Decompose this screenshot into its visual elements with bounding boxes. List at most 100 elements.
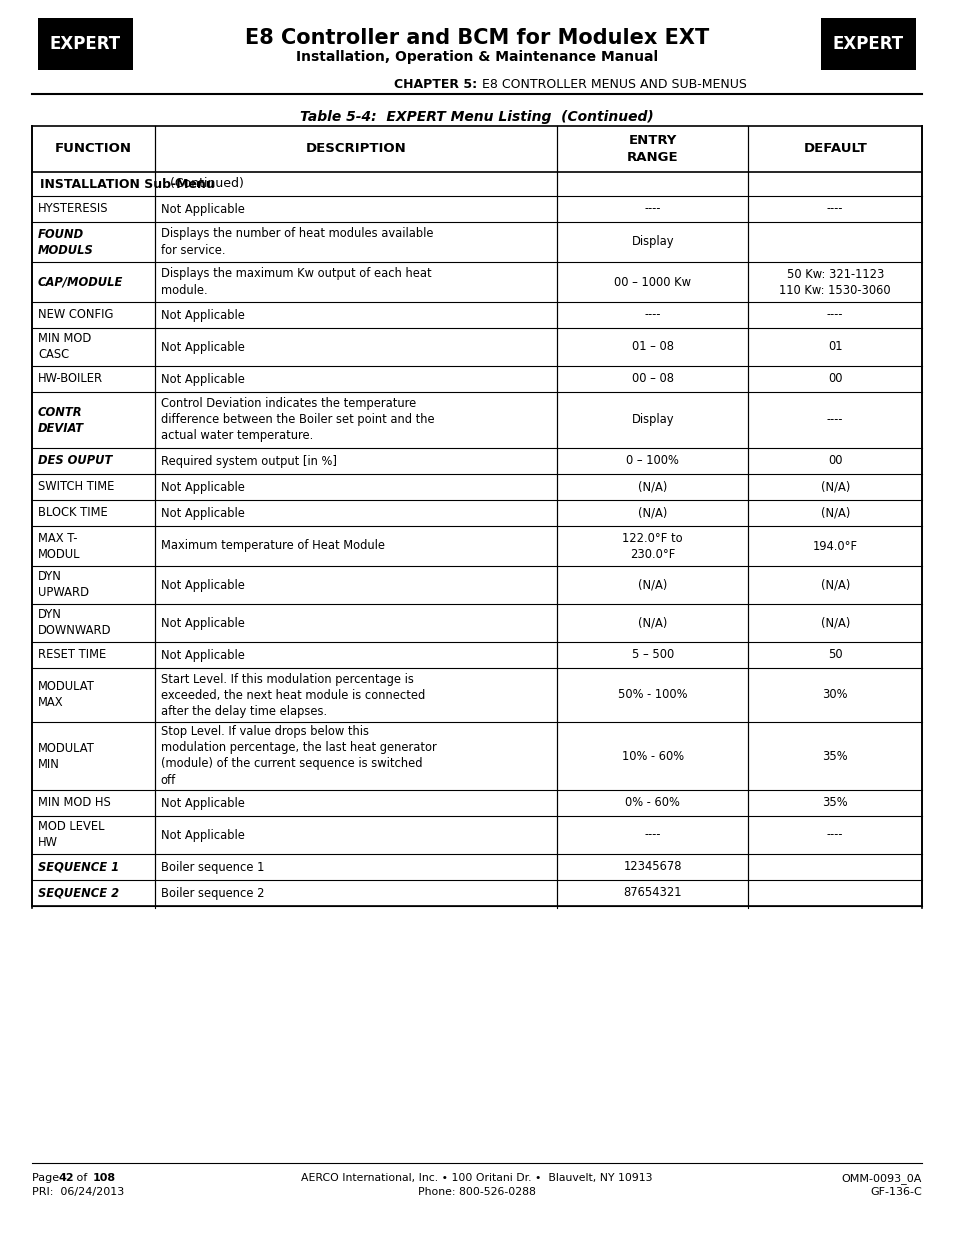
Bar: [38, 19, 132, 70]
Text: (Continued): (Continued): [162, 178, 243, 190]
Text: HYSTERESIS: HYSTERESIS: [38, 203, 109, 215]
Text: of: of: [73, 1173, 91, 1183]
Text: 01 – 08: 01 – 08: [631, 341, 673, 353]
Text: 12345678: 12345678: [623, 861, 681, 873]
Text: Stop Level. If value drops below this
modulation percentage, the last heat gener: Stop Level. If value drops below this mo…: [161, 725, 436, 787]
Text: Start Level. If this modulation percentage is
exceeded, the next heat module is : Start Level. If this modulation percenta…: [161, 673, 425, 718]
Text: Boiler sequence 2: Boiler sequence 2: [161, 887, 264, 899]
Text: NEW CONFIG: NEW CONFIG: [38, 309, 113, 321]
Text: 00 – 1000 Kw: 00 – 1000 Kw: [614, 275, 691, 289]
Text: 50: 50: [827, 648, 841, 662]
Text: HW-BOILER: HW-BOILER: [38, 373, 103, 385]
Text: (N/A): (N/A): [820, 616, 849, 630]
Text: MODULAT
MAX: MODULAT MAX: [38, 680, 94, 709]
Text: ----: ----: [644, 829, 660, 841]
Text: Required system output [in %]: Required system output [in %]: [161, 454, 336, 468]
Text: CHAPTER 5:: CHAPTER 5:: [394, 78, 476, 90]
Text: ----: ----: [644, 309, 660, 321]
Text: MOD LEVEL
HW: MOD LEVEL HW: [38, 820, 105, 850]
Text: 10% - 60%: 10% - 60%: [621, 750, 683, 762]
Text: CONTR
DEVIAT: CONTR DEVIAT: [38, 405, 84, 435]
Text: Not Applicable: Not Applicable: [161, 797, 244, 809]
Text: Not Applicable: Not Applicable: [161, 506, 244, 520]
Text: (N/A): (N/A): [638, 506, 667, 520]
Text: AERCO International, Inc. • 100 Oritani Dr. •  Blauvelt, NY 10913: AERCO International, Inc. • 100 Oritani …: [301, 1173, 652, 1183]
Text: 122.0°F to
230.0°F: 122.0°F to 230.0°F: [621, 531, 682, 561]
Text: 01: 01: [827, 341, 841, 353]
Text: E8 CONTROLLER MENUS AND SUB-MENUS: E8 CONTROLLER MENUS AND SUB-MENUS: [477, 78, 746, 90]
Text: GF-136-C: GF-136-C: [869, 1187, 921, 1197]
Text: 0% - 60%: 0% - 60%: [624, 797, 679, 809]
Text: 00: 00: [827, 373, 841, 385]
Text: FUNCTION: FUNCTION: [55, 142, 132, 156]
Text: Not Applicable: Not Applicable: [161, 373, 244, 385]
Text: 42: 42: [59, 1173, 74, 1183]
Text: MIN MOD HS: MIN MOD HS: [38, 797, 111, 809]
Text: Not Applicable: Not Applicable: [161, 309, 244, 321]
Text: Phone: 800-526-0288: Phone: 800-526-0288: [417, 1187, 536, 1197]
Text: DYN
DOWNWARD: DYN DOWNWARD: [38, 609, 112, 637]
Text: ----: ----: [644, 203, 660, 215]
Text: MODULAT
MIN: MODULAT MIN: [38, 741, 94, 771]
Text: 00 – 08: 00 – 08: [631, 373, 673, 385]
Text: MAX T-
MODUL: MAX T- MODUL: [38, 531, 80, 561]
Text: Not Applicable: Not Applicable: [161, 480, 244, 494]
Text: 194.0°F: 194.0°F: [812, 540, 857, 552]
Text: 35%: 35%: [821, 750, 847, 762]
Text: OMM-0093_0A: OMM-0093_0A: [841, 1173, 921, 1184]
Text: Display: Display: [631, 414, 674, 426]
Text: 50 Kw: 321-1123
110 Kw: 1530-3060: 50 Kw: 321-1123 110 Kw: 1530-3060: [779, 268, 890, 296]
Text: 108: 108: [92, 1173, 116, 1183]
Text: Not Applicable: Not Applicable: [161, 616, 244, 630]
Text: Displays the number of heat modules available
for service.: Displays the number of heat modules avai…: [161, 227, 433, 257]
Text: BLOCK TIME: BLOCK TIME: [38, 506, 108, 520]
Text: ----: ----: [826, 203, 842, 215]
Text: EXPERT: EXPERT: [832, 35, 903, 53]
Text: 87654321: 87654321: [623, 887, 681, 899]
Text: PRI:  06/24/2013: PRI: 06/24/2013: [32, 1187, 124, 1197]
Text: Page: Page: [32, 1173, 63, 1183]
Text: 30%: 30%: [821, 688, 847, 701]
Text: (N/A): (N/A): [820, 480, 849, 494]
Text: 00: 00: [827, 454, 841, 468]
Text: RESET TIME: RESET TIME: [38, 648, 106, 662]
Text: ENTRY
RANGE: ENTRY RANGE: [626, 135, 678, 164]
Text: Not Applicable: Not Applicable: [161, 203, 244, 215]
Text: Displays the maximum Kw output of each heat
module.: Displays the maximum Kw output of each h…: [161, 268, 431, 296]
Text: SWITCH TIME: SWITCH TIME: [38, 480, 114, 494]
Text: FOUND
MODULS: FOUND MODULS: [38, 227, 93, 257]
Text: DES OUPUT: DES OUPUT: [38, 454, 112, 468]
Text: (N/A): (N/A): [638, 616, 667, 630]
Text: SEQUENCE 2: SEQUENCE 2: [38, 887, 119, 899]
Text: Display: Display: [631, 236, 674, 248]
Text: (N/A): (N/A): [820, 506, 849, 520]
Text: SEQUENCE 1: SEQUENCE 1: [38, 861, 119, 873]
Text: EXPERT: EXPERT: [50, 35, 121, 53]
Text: Table 5-4:  EXPERT Menu Listing  (Continued): Table 5-4: EXPERT Menu Listing (Continue…: [300, 110, 653, 124]
Text: DEFAULT: DEFAULT: [802, 142, 866, 156]
Text: 35%: 35%: [821, 797, 847, 809]
Text: CAP/MODULE: CAP/MODULE: [38, 275, 123, 289]
Text: MIN MOD
CASC: MIN MOD CASC: [38, 332, 91, 362]
Text: INSTALLATION Sub-Menu: INSTALLATION Sub-Menu: [40, 178, 214, 190]
Text: (N/A): (N/A): [638, 578, 667, 592]
Text: Control Deviation indicates the temperature
difference between the Boiler set po: Control Deviation indicates the temperat…: [161, 398, 434, 442]
Text: Installation, Operation & Maintenance Manual: Installation, Operation & Maintenance Ma…: [295, 49, 658, 64]
Text: (N/A): (N/A): [638, 480, 667, 494]
Text: 5 – 500: 5 – 500: [631, 648, 673, 662]
Text: Boiler sequence 1: Boiler sequence 1: [161, 861, 264, 873]
Text: Not Applicable: Not Applicable: [161, 829, 244, 841]
Text: E8 Controller and BCM for Modulex EXT: E8 Controller and BCM for Modulex EXT: [245, 27, 708, 48]
Text: Not Applicable: Not Applicable: [161, 578, 244, 592]
Text: Maximum temperature of Heat Module: Maximum temperature of Heat Module: [161, 540, 384, 552]
Text: 50% - 100%: 50% - 100%: [618, 688, 687, 701]
Text: ----: ----: [826, 414, 842, 426]
Text: ----: ----: [826, 829, 842, 841]
Text: 0 – 100%: 0 – 100%: [626, 454, 679, 468]
Text: DYN
UPWARD: DYN UPWARD: [38, 571, 89, 599]
Text: Not Applicable: Not Applicable: [161, 341, 244, 353]
Text: ----: ----: [826, 309, 842, 321]
Text: DESCRIPTION: DESCRIPTION: [305, 142, 406, 156]
Text: Not Applicable: Not Applicable: [161, 648, 244, 662]
Text: (N/A): (N/A): [820, 578, 849, 592]
